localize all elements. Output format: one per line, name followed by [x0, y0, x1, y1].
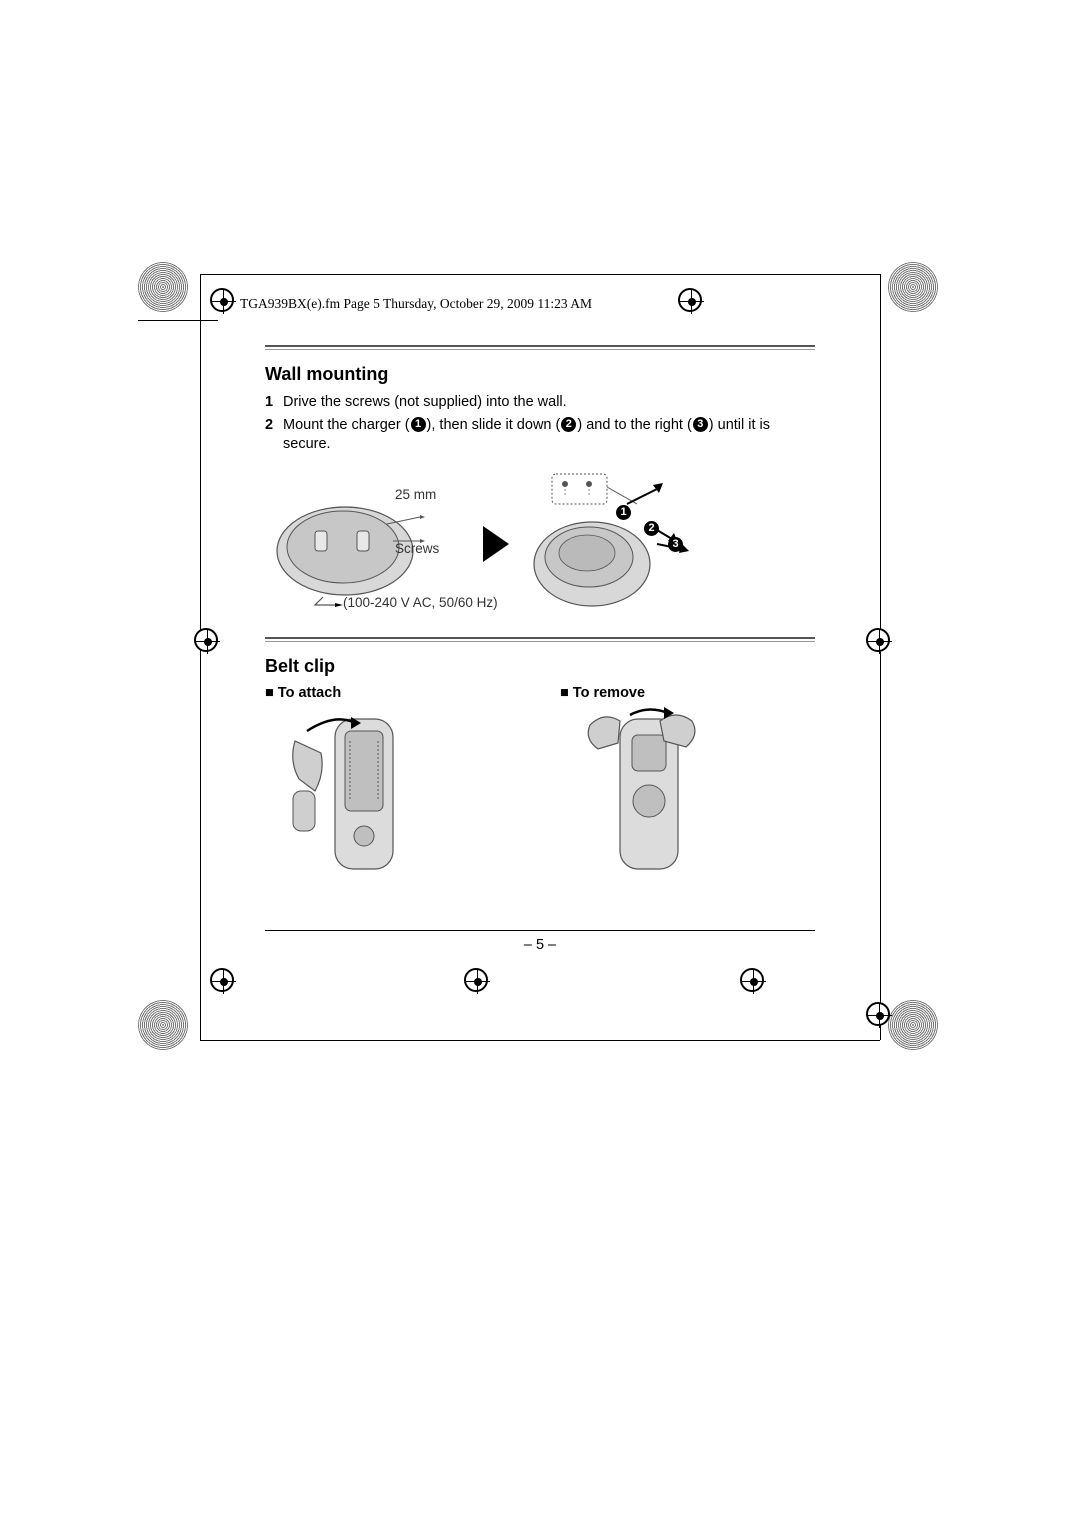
diagram-charger-mounted: 1 2 3	[527, 469, 697, 619]
diagram-circled-3-icon: 3	[668, 537, 683, 552]
page-number: – 5 –	[265, 930, 815, 953]
diagram-belt-remove	[560, 701, 740, 881]
step-2-text: Mount the charger (1), then slide it dow…	[283, 416, 815, 455]
diagram-circled-1-icon: 1	[616, 505, 631, 520]
page-content: Wall mounting 1 Drive the screws (not su…	[265, 345, 815, 886]
circled-3-icon: 3	[693, 417, 708, 432]
step-1-number: 1	[265, 393, 283, 413]
belt-clip-row: To attach To remove	[265, 685, 815, 886]
arrow-right-icon	[483, 526, 509, 562]
circled-2-icon: 2	[561, 417, 576, 432]
belt-remove-col: To remove	[560, 685, 815, 886]
subheading-attach: To attach	[265, 685, 520, 701]
step-2: 2 Mount the charger (1), then slide it d…	[265, 416, 815, 455]
diagram-charger-back: 25 mm Screws (100-240 V AC, 50/60 Hz)	[265, 479, 465, 609]
step-2-part-b: ), then slide it down (	[427, 417, 561, 433]
step-2-part-c: ) and to the right (	[577, 417, 691, 433]
print-header: TGA939BX(e).fm Page 5 Thursday, October …	[240, 296, 592, 312]
step-2-number: 2	[265, 416, 283, 455]
circled-1-icon: 1	[411, 417, 426, 432]
step-1: 1 Drive the screws (not supplied) into t…	[265, 393, 815, 413]
diagram-row: 25 mm Screws (100-240 V AC, 50/60 Hz)	[265, 469, 815, 619]
section-rule-top-thin	[265, 349, 815, 350]
heading-belt-clip: Belt clip	[265, 656, 815, 677]
diagram-circled-2-icon: 2	[644, 521, 659, 536]
label-power: (100-240 V AC, 50/60 Hz)	[343, 595, 498, 610]
section-rule-belt	[265, 637, 815, 639]
subheading-remove: To remove	[560, 685, 815, 701]
section-rule-top	[265, 345, 815, 347]
belt-attach-col: To attach	[265, 685, 520, 886]
diagram-belt-attach	[265, 701, 445, 881]
heading-wall-mounting: Wall mounting	[265, 364, 815, 385]
label-25mm: 25 mm	[395, 487, 436, 502]
step-2-part-a: Mount the charger (	[283, 417, 410, 433]
section-rule-belt-thin	[265, 641, 815, 642]
step-1-text: Drive the screws (not supplied) into the…	[283, 393, 815, 413]
label-screws: Screws	[395, 541, 439, 556]
